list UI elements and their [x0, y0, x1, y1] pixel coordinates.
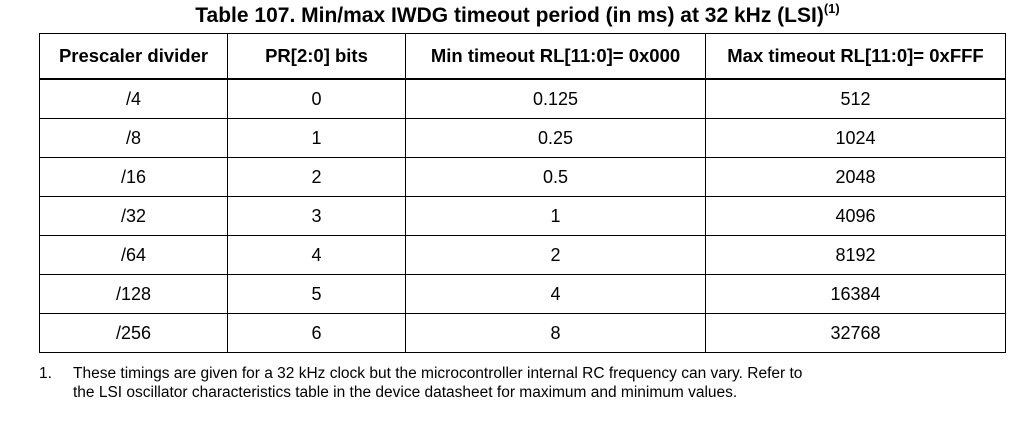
cell-prescaler: /256 — [39, 313, 228, 353]
cell-prescaler: /8 — [39, 118, 228, 158]
cell-pr-bits: 1 — [227, 118, 406, 158]
footnote-number: 1. — [39, 365, 52, 382]
table-row: /8 1 0.25 1024 — [39, 118, 1006, 158]
cell-prescaler: /32 — [39, 196, 228, 236]
cell-pr-bits: 5 — [227, 274, 406, 314]
footnote-reference: (1) — [823, 1, 840, 16]
cell-min-timeout: 0.5 — [405, 157, 706, 197]
cell-prescaler: /64 — [39, 235, 228, 275]
table-row: /256 6 8 32768 — [39, 313, 1006, 353]
cell-prescaler: /4 — [39, 78, 228, 119]
cell-min-timeout: 4 — [405, 274, 706, 314]
footnote-line: the LSI oscillator characteristics table… — [73, 384, 738, 401]
cell-min-timeout: 1 — [405, 196, 706, 236]
cell-pr-bits: 4 — [227, 235, 406, 275]
header-max-timeout: Max timeout RL[11:0]= 0xFFF — [705, 33, 1006, 80]
cell-max-timeout: 1024 — [705, 118, 1006, 158]
cell-prescaler: /128 — [39, 274, 228, 314]
cell-pr-bits: 2 — [227, 157, 406, 197]
cell-pr-bits: 0 — [227, 78, 406, 119]
cell-prescaler: /16 — [39, 157, 228, 197]
cell-max-timeout: 16384 — [705, 274, 1006, 314]
table-caption: Table 107. Min/max IWDG timeout period (… — [0, 0, 1035, 32]
caption-text: Table 107. Min/max IWDG timeout period (… — [195, 4, 824, 27]
table-row: /16 2 0.5 2048 — [39, 157, 1006, 197]
cell-max-timeout: 2048 — [705, 157, 1006, 197]
cell-min-timeout: 0.125 — [405, 78, 706, 119]
cell-max-timeout: 4096 — [705, 196, 1006, 236]
table-row: /64 4 2 8192 — [39, 235, 1006, 275]
cell-min-timeout: 0.25 — [405, 118, 706, 158]
header-row: Prescaler divider PR[2:0] bits Min timeo… — [39, 33, 1006, 80]
cell-min-timeout: 2 — [405, 235, 706, 275]
cell-max-timeout: 512 — [705, 78, 1006, 119]
cell-pr-bits: 6 — [227, 313, 406, 353]
cell-max-timeout: 8192 — [705, 235, 1006, 275]
table-row: /32 3 1 4096 — [39, 196, 1006, 236]
table-row: /128 5 4 16384 — [39, 274, 1006, 314]
table-row: /4 0 0.125 512 — [39, 78, 1006, 119]
footnote-line: These timings are given for a 32 kHz clo… — [73, 365, 803, 382]
cell-min-timeout: 8 — [405, 313, 706, 353]
header-prescaler-divider: Prescaler divider — [39, 33, 228, 80]
iwdg-timeout-table: Prescaler divider PR[2:0] bits Min timeo… — [39, 33, 1006, 353]
header-min-timeout: Min timeout RL[11:0]= 0x000 — [405, 33, 706, 80]
cell-max-timeout: 32768 — [705, 313, 1006, 353]
cell-pr-bits: 3 — [227, 196, 406, 236]
header-pr-bits: PR[2:0] bits — [227, 33, 406, 80]
footnote-text: These timings are given for a 32 kHz clo… — [73, 364, 993, 402]
